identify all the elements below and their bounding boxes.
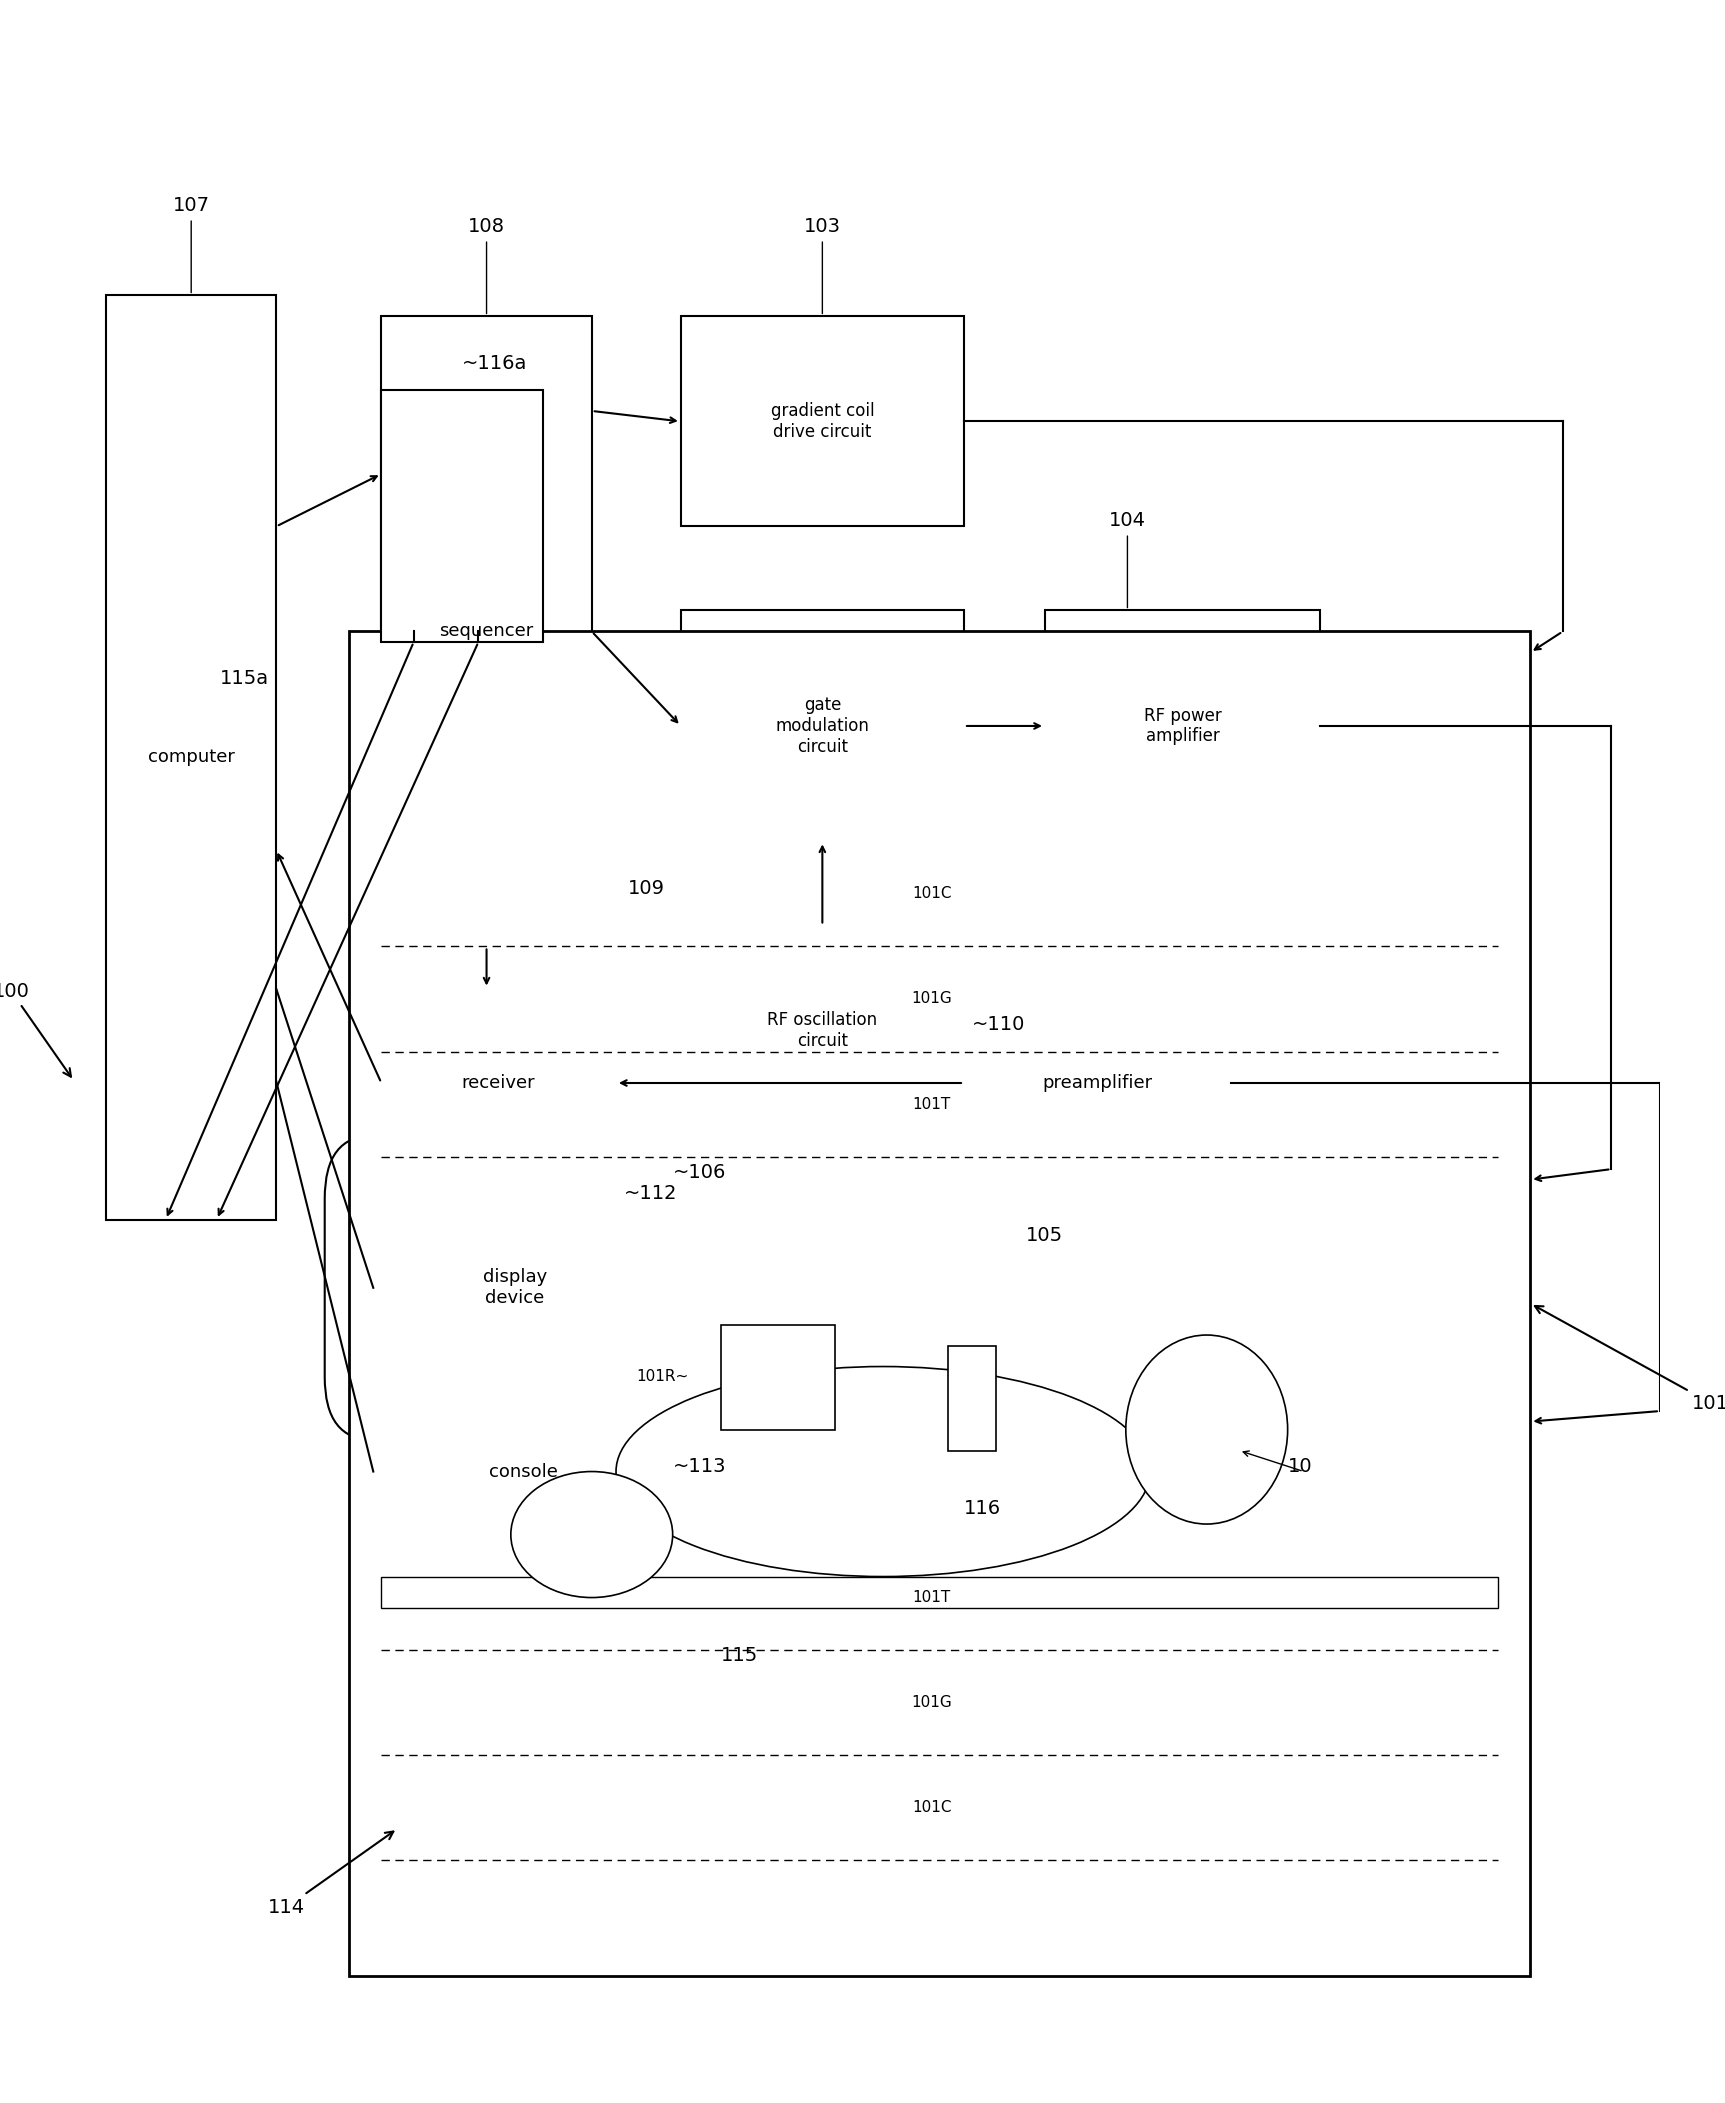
Text: 116: 116 bbox=[964, 1499, 1000, 1518]
Text: console: console bbox=[488, 1462, 557, 1481]
Text: 100: 100 bbox=[0, 982, 71, 1077]
Text: 104: 104 bbox=[1109, 511, 1145, 608]
FancyBboxPatch shape bbox=[681, 315, 964, 526]
FancyBboxPatch shape bbox=[324, 1136, 706, 1441]
Text: ~113: ~113 bbox=[673, 1457, 726, 1476]
Text: 101: 101 bbox=[1535, 1306, 1725, 1413]
Text: 115a: 115a bbox=[219, 669, 269, 688]
Ellipse shape bbox=[1126, 1335, 1287, 1525]
Text: 101R~: 101R~ bbox=[637, 1369, 688, 1384]
Text: computer: computer bbox=[148, 749, 235, 765]
Text: 101T: 101T bbox=[913, 1590, 950, 1605]
Text: receiver: receiver bbox=[462, 1075, 535, 1091]
Text: 114: 114 bbox=[267, 1832, 393, 1916]
Text: gate
modulation
circuit: gate modulation circuit bbox=[776, 696, 869, 755]
Bar bbox=[947, 1346, 997, 1451]
Text: ~106: ~106 bbox=[673, 1163, 726, 1182]
Polygon shape bbox=[373, 1398, 657, 1546]
Bar bbox=[381, 1577, 1497, 1609]
FancyBboxPatch shape bbox=[381, 315, 592, 946]
FancyBboxPatch shape bbox=[964, 988, 1232, 1178]
Text: 105: 105 bbox=[1026, 1226, 1063, 1245]
Text: 107: 107 bbox=[172, 196, 210, 292]
Text: 101T: 101T bbox=[913, 1096, 950, 1112]
FancyBboxPatch shape bbox=[348, 631, 1530, 1975]
Ellipse shape bbox=[511, 1472, 673, 1598]
Text: 109: 109 bbox=[628, 879, 664, 898]
FancyBboxPatch shape bbox=[681, 925, 964, 1136]
Text: preamplifier: preamplifier bbox=[1042, 1075, 1152, 1091]
Text: display
device: display device bbox=[483, 1268, 547, 1308]
Text: RF oscillation
circuit: RF oscillation circuit bbox=[768, 1012, 878, 1049]
Text: 101C: 101C bbox=[913, 1800, 952, 1815]
Text: ~116a: ~116a bbox=[462, 353, 528, 372]
Text: ~112: ~112 bbox=[624, 1184, 678, 1203]
Text: 108: 108 bbox=[467, 217, 505, 313]
Text: 115: 115 bbox=[721, 1645, 759, 1666]
Text: sequencer: sequencer bbox=[440, 622, 533, 641]
FancyBboxPatch shape bbox=[681, 610, 964, 841]
Text: ~110: ~110 bbox=[973, 1016, 1025, 1035]
FancyBboxPatch shape bbox=[107, 294, 276, 1220]
FancyBboxPatch shape bbox=[381, 389, 543, 641]
Ellipse shape bbox=[616, 1367, 1151, 1577]
Text: 101G: 101G bbox=[911, 991, 952, 1007]
Text: 10: 10 bbox=[1287, 1457, 1313, 1476]
Text: gradient coil
drive circuit: gradient coil drive circuit bbox=[771, 402, 875, 442]
FancyBboxPatch shape bbox=[721, 1325, 835, 1430]
Text: RF power
amplifier: RF power amplifier bbox=[1144, 707, 1221, 744]
Text: 101G: 101G bbox=[911, 1695, 952, 1710]
FancyBboxPatch shape bbox=[381, 988, 616, 1178]
Text: 101C: 101C bbox=[913, 887, 952, 902]
Text: 103: 103 bbox=[804, 217, 840, 313]
FancyBboxPatch shape bbox=[1045, 610, 1320, 841]
